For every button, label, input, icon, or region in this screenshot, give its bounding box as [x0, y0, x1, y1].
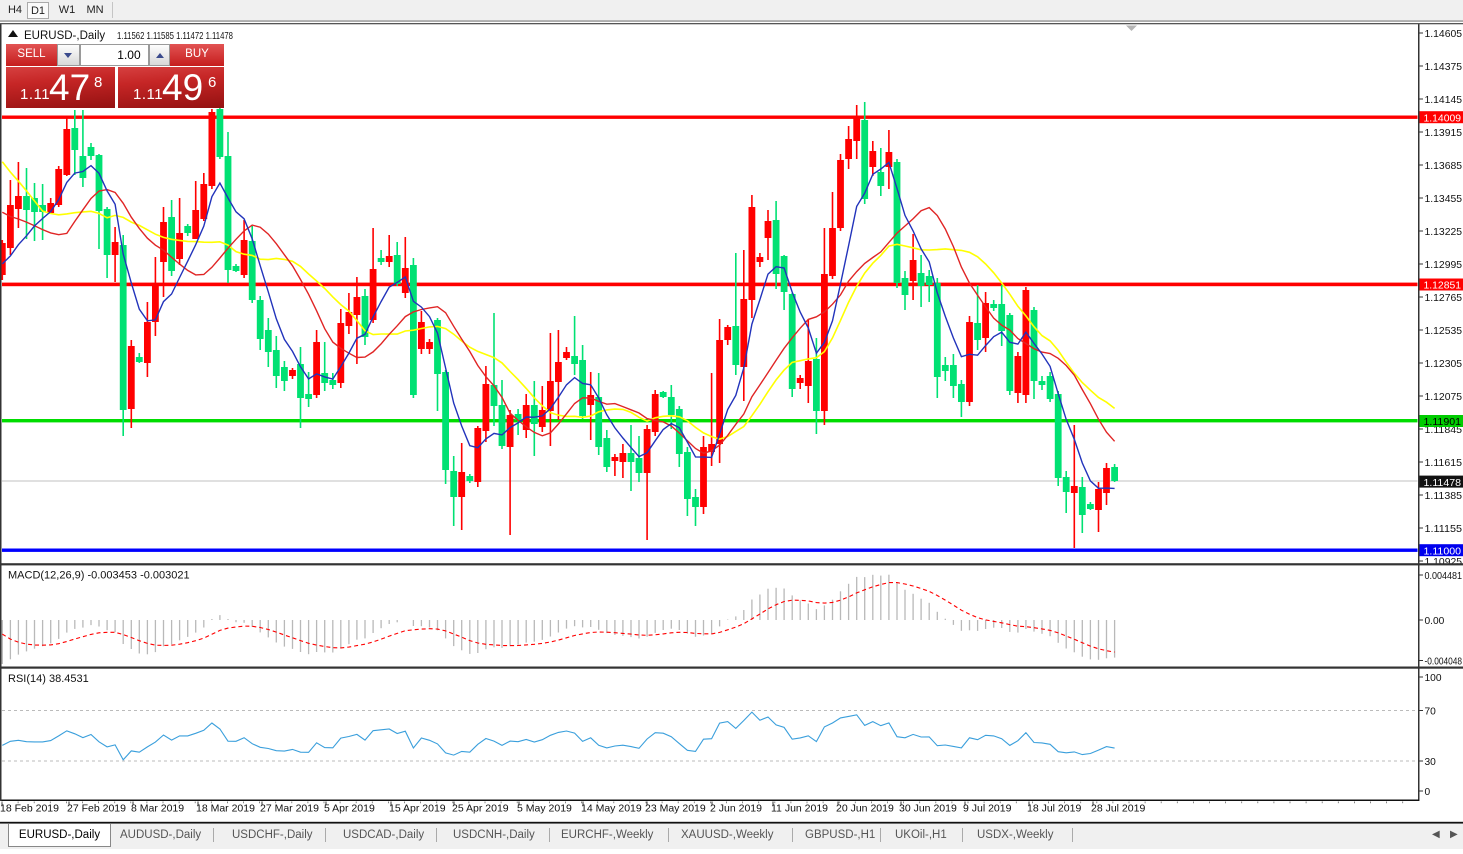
svg-text:27 Mar 2019: 27 Mar 2019	[260, 803, 319, 815]
svg-text:8 Mar 2019: 8 Mar 2019	[131, 803, 184, 815]
svg-text:30 Jun 2019: 30 Jun 2019	[899, 803, 957, 815]
svg-text:11 Jun 2019: 11 Jun 2019	[771, 803, 828, 815]
svg-text:18 Jul 2019: 18 Jul 2019	[1027, 803, 1081, 815]
svg-text:MACD(12,26,9) -0.003453 -0.003: MACD(12,26,9) -0.003453 -0.003021	[8, 570, 190, 582]
svg-text:25 Apr 2019: 25 Apr 2019	[452, 803, 509, 815]
svg-text:1.14605: 1.14605	[1425, 29, 1463, 40]
svg-text:2 Jun 2019: 2 Jun 2019	[710, 803, 762, 815]
svg-text:18 Mar 2019: 18 Mar 2019	[196, 803, 255, 815]
svg-text:1.11000: 1.11000	[1424, 546, 1462, 557]
svg-text:1.13225: 1.13225	[1425, 227, 1463, 238]
svg-text:1.11385: 1.11385	[1425, 491, 1463, 502]
svg-text:-0.004048: -0.004048	[1425, 656, 1463, 667]
svg-text:1.14145: 1.14145	[1425, 95, 1463, 106]
svg-text:23 May 2019: 23 May 2019	[645, 803, 706, 815]
svg-text:5 Apr 2019: 5 Apr 2019	[324, 803, 375, 815]
svg-text:1.14009: 1.14009	[1424, 113, 1462, 124]
svg-text:1.11478: 1.11478	[1424, 478, 1462, 489]
svg-text:1.11615: 1.11615	[1425, 458, 1463, 469]
svg-text:1.12851: 1.12851	[1424, 281, 1462, 292]
svg-text:9 Jul 2019: 9 Jul 2019	[963, 803, 1012, 815]
svg-text:1.12995: 1.12995	[1425, 260, 1463, 271]
svg-text:1.11155: 1.11155	[1425, 524, 1463, 535]
svg-text:0: 0	[1425, 787, 1431, 798]
svg-text:1.12765: 1.12765	[1425, 293, 1463, 304]
svg-text:1.13685: 1.13685	[1425, 161, 1463, 172]
svg-text:100: 100	[1425, 673, 1442, 684]
svg-text:14 May 2019: 14 May 2019	[581, 803, 642, 815]
svg-text:1.13455: 1.13455	[1425, 194, 1463, 205]
svg-text:0.004481: 0.004481	[1425, 571, 1463, 582]
svg-text:20 Jun 2019: 20 Jun 2019	[836, 803, 894, 815]
svg-text:1.12075: 1.12075	[1425, 392, 1463, 403]
svg-text:28 Jul 2019: 28 Jul 2019	[1091, 803, 1145, 815]
svg-text:30: 30	[1425, 757, 1437, 768]
svg-text:1.14375: 1.14375	[1425, 62, 1463, 73]
svg-text:1.11901: 1.11901	[1424, 417, 1462, 428]
svg-text:70: 70	[1425, 706, 1437, 717]
svg-text:15 Apr 2019: 15 Apr 2019	[389, 803, 446, 815]
svg-text:5 May 2019: 5 May 2019	[517, 803, 572, 815]
svg-text:RSI(14) 38.4531: RSI(14) 38.4531	[8, 673, 89, 685]
svg-text:1.12535: 1.12535	[1425, 326, 1463, 337]
svg-text:1.12305: 1.12305	[1425, 359, 1463, 370]
svg-text:1.13915: 1.13915	[1425, 128, 1463, 139]
svg-text:18 Feb 2019: 18 Feb 2019	[0, 803, 59, 815]
svg-text:1.10925: 1.10925	[1425, 557, 1463, 568]
svg-text:0.00: 0.00	[1425, 616, 1445, 627]
svg-text:1.11562 1.11585 1.11472 1.1147: 1.11562 1.11585 1.11472 1.11478	[117, 30, 233, 42]
svg-text:27 Feb 2019: 27 Feb 2019	[67, 803, 126, 815]
svg-text:EURUSD-,Daily: EURUSD-,Daily	[24, 30, 105, 42]
